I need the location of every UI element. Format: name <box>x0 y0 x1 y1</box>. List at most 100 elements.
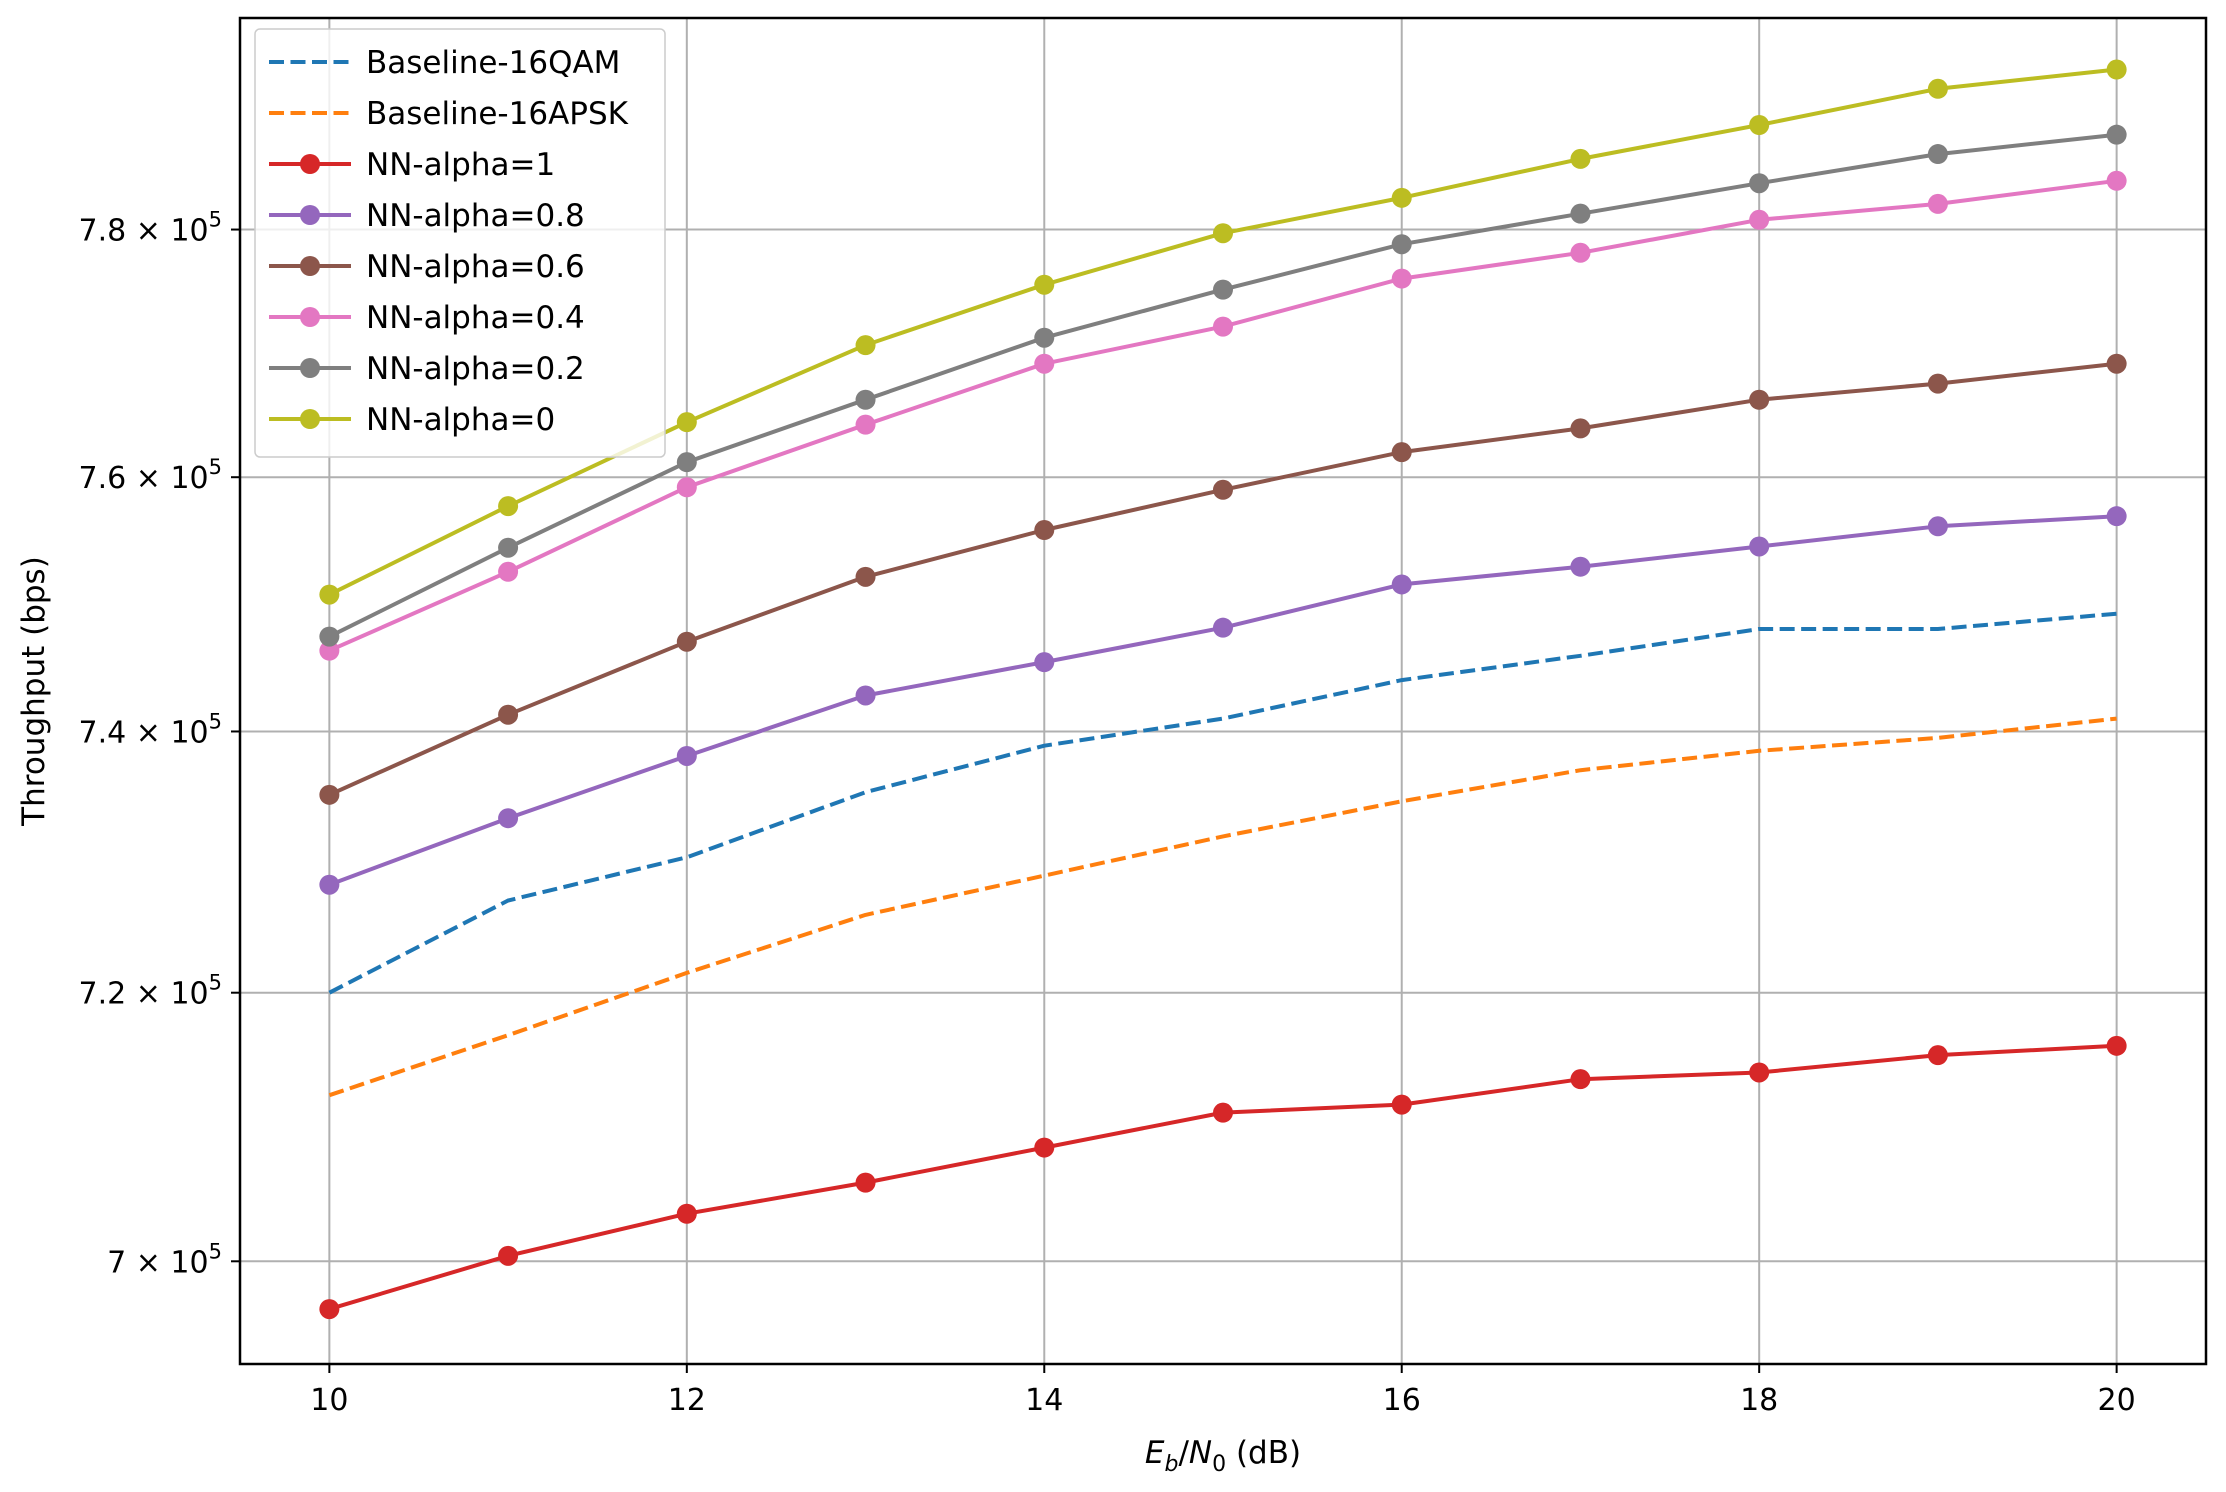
data-point <box>498 561 519 582</box>
series-line <box>328 716 2117 1098</box>
data-point <box>855 414 876 435</box>
y-tick-label: 7.6 × 105 <box>79 455 222 496</box>
legend-marker <box>300 205 320 225</box>
series-baseline-16apsk <box>328 716 2117 1098</box>
data-point <box>1391 442 1412 463</box>
legend-label: Baseline-16APSK <box>366 96 629 132</box>
legend-item: Baseline-16QAM <box>269 45 620 81</box>
legend-item: NN-alpha=0.4 <box>269 300 585 336</box>
x-tick-label: 20 <box>2098 1383 2136 1418</box>
data-point <box>855 566 876 587</box>
data-point <box>2106 353 2127 374</box>
x-tick-label: 18 <box>1740 1383 1778 1418</box>
data-point <box>1749 115 1770 136</box>
data-point <box>1570 556 1591 577</box>
data-point <box>1927 1045 1948 1066</box>
data-point <box>498 808 519 829</box>
y-tick-label: 7 × 105 <box>107 1239 222 1280</box>
data-point <box>498 537 519 558</box>
data-point <box>1391 1094 1412 1115</box>
x-axis-title-e: E <box>1145 1435 1165 1471</box>
data-point <box>2106 506 2127 527</box>
data-point <box>1570 148 1591 169</box>
legend-item: NN-alpha=0.6 <box>269 249 585 285</box>
data-point <box>1034 1137 1055 1158</box>
legend: Baseline-16QAM Baseline-16APSK NN-alpha=1 N… <box>254 28 666 458</box>
y-tick-label: 7.4 × 105 <box>79 709 222 750</box>
data-point <box>498 704 519 725</box>
series-line <box>328 611 2117 995</box>
data-point <box>1391 268 1412 289</box>
data-point <box>855 389 876 410</box>
x-tick-label: 10 <box>310 1383 348 1418</box>
data-point <box>319 874 340 895</box>
data-point <box>676 452 697 473</box>
data-point <box>676 1203 697 1224</box>
data-point <box>1391 234 1412 255</box>
data-point <box>1927 193 1948 214</box>
data-point <box>1570 242 1591 263</box>
data-point <box>1213 1102 1233 1123</box>
legend-item: NN-alpha=0.8 <box>269 198 585 234</box>
series-nn-alpha-0-8 <box>319 506 2127 895</box>
plot-frame <box>238 16 2208 1366</box>
x-tick-label: 14 <box>1025 1383 1063 1418</box>
data-point <box>855 1172 876 1193</box>
y-tick-label: 7.8 × 105 <box>79 208 222 249</box>
data-point <box>1213 223 1233 244</box>
data-point <box>1927 516 1948 537</box>
data-point <box>2106 170 2127 191</box>
legend-box <box>254 28 666 458</box>
data-point <box>2106 1035 2127 1056</box>
data-point <box>1749 173 1770 194</box>
y-axis-ticks: 7 × 105 7.2 × 105 7.4 × 105 7.6 × 105 7.8 × … <box>79 208 240 1280</box>
data-point <box>1034 274 1055 295</box>
data-point <box>1927 144 1948 165</box>
series-baseline-16qam <box>328 611 2117 995</box>
y-tick-label: 7.2 × 105 <box>79 971 222 1012</box>
x-tick-label: 16 <box>1383 1383 1421 1418</box>
legend-label: NN-alpha=0 <box>366 402 555 438</box>
data-point <box>1749 536 1770 557</box>
x-axis-title-unit: (dB) <box>1226 1435 1301 1471</box>
data-point <box>319 626 340 647</box>
legend-label: NN-alpha=0.8 <box>366 198 585 234</box>
data-point <box>855 685 876 706</box>
data-point <box>1570 418 1591 439</box>
series-nn-alpha-1 <box>319 1035 2127 1320</box>
legend-entries: Baseline-16QAM Baseline-16APSK NN-alpha=1 N… <box>269 45 629 438</box>
data-point <box>1213 479 1233 500</box>
data-point <box>676 631 697 652</box>
legend-marker <box>300 409 320 429</box>
data-point <box>676 412 697 433</box>
legend-label: NN-alpha=0.2 <box>366 351 585 387</box>
data-point <box>1391 187 1412 208</box>
series-nn-alpha-0-4 <box>319 170 2127 661</box>
data-point <box>2106 59 2127 80</box>
legend-marker <box>300 307 320 327</box>
data-point <box>1391 574 1412 595</box>
legend-item: Baseline-16APSK <box>269 96 629 132</box>
data-point <box>319 1299 340 1320</box>
data-point <box>319 584 340 605</box>
data-point <box>1749 389 1770 410</box>
x-axis-ticks: 10 12 14 16 18 20 <box>310 1364 2136 1418</box>
data-point <box>855 335 876 356</box>
data-point <box>1570 203 1591 224</box>
data-point <box>1034 652 1055 673</box>
data-point <box>1749 1062 1770 1083</box>
x-axis-title-e-sub: b <box>1164 1452 1178 1477</box>
x-axis-title-n-sub: 0 <box>1212 1452 1226 1477</box>
data-point <box>498 1245 519 1266</box>
data-point <box>319 640 340 661</box>
series-nn-alpha-0-2 <box>319 124 2127 647</box>
data-point <box>676 745 697 766</box>
legend-item: NN-alpha=1 <box>269 147 555 183</box>
x-axis-title-n: N <box>1189 1435 1212 1471</box>
data-point <box>1034 327 1055 348</box>
data-point <box>676 477 697 498</box>
data-point <box>1034 520 1055 541</box>
data-point <box>1034 353 1055 374</box>
x-axis-title: Eb/N0 (dB) <box>1145 1435 1301 1477</box>
data-point <box>2106 124 2127 145</box>
